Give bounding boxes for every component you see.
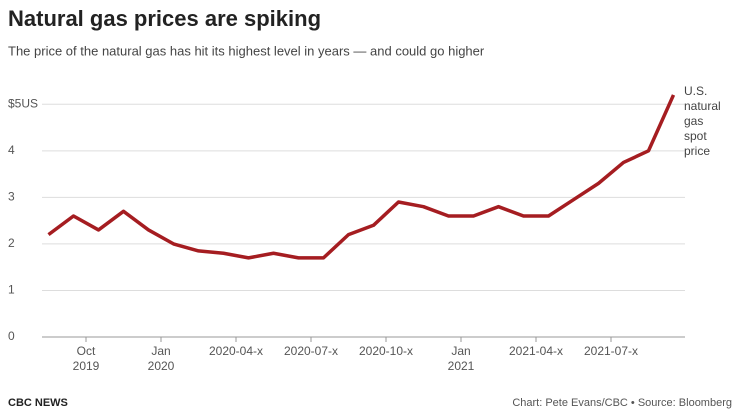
annotation: U.S. natural gas spot price <box>684 84 721 158</box>
y-tick-label: 2 <box>8 236 15 250</box>
x-tick-label: 2020-04-x <box>209 344 263 358</box>
x-tick-label: 2021-07-x <box>584 344 638 358</box>
chart-subtitle: The price of the natural gas has hit its… <box>8 43 485 58</box>
source: Chart: Pete Evans/CBC • Source: Bloomber… <box>512 397 732 409</box>
price-line <box>47 94 676 260</box>
x-tick-label: 2021-04-x <box>509 344 563 358</box>
chart-title: Natural gas prices are spiking <box>8 6 321 31</box>
y-tick-label: 4 <box>8 143 15 157</box>
x-tick-label: Oct 2019 <box>73 344 100 373</box>
x-tick-label: 2020-10-x <box>359 344 413 358</box>
y-tick-label: 0 <box>8 329 15 343</box>
y-tick-label: 1 <box>8 283 15 297</box>
x-tick-label: Jan 2021 <box>448 344 475 373</box>
x-tick-label: 2020-07-x <box>284 344 338 358</box>
brand: CBC NEWS <box>8 397 68 409</box>
x-tick-label: Jan 2020 <box>148 344 175 373</box>
y-tick-label: 3 <box>8 190 15 204</box>
y-tick-label: $5US <box>8 96 38 110</box>
